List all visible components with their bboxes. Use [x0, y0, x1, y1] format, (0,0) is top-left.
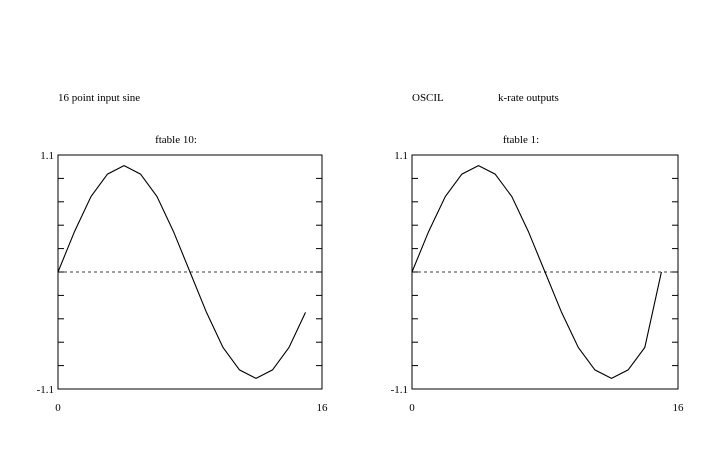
- series-line-1: [411, 164, 662, 380]
- x-tick-label-left: 0: [409, 402, 415, 414]
- y-tick-label-top: 1.1: [394, 150, 408, 162]
- chart-1: ftable 10: 1.1 -1.10 16: [37, 134, 328, 414]
- chart-title: ftable 1:: [503, 134, 539, 146]
- y-tick-label-bottom: -1.1: [37, 384, 54, 396]
- series-line-1: [57, 164, 306, 380]
- y-tick-label-top: 1.1: [40, 150, 54, 162]
- chart-title: ftable 10:: [155, 134, 197, 146]
- caption-middle: OSCIL: [412, 92, 444, 104]
- x-tick-label-right: 16: [317, 402, 329, 414]
- caption-left: 16 point input sine: [58, 92, 141, 104]
- caption-right: k-rate outputs: [498, 92, 559, 104]
- y-tick-label-bottom: -1.1: [391, 384, 408, 396]
- x-tick-label-right: 16: [673, 402, 685, 414]
- chart-2: ftable 1: 1.1 -1.10 16: [391, 134, 684, 414]
- x-tick-label-left: 0: [55, 402, 61, 414]
